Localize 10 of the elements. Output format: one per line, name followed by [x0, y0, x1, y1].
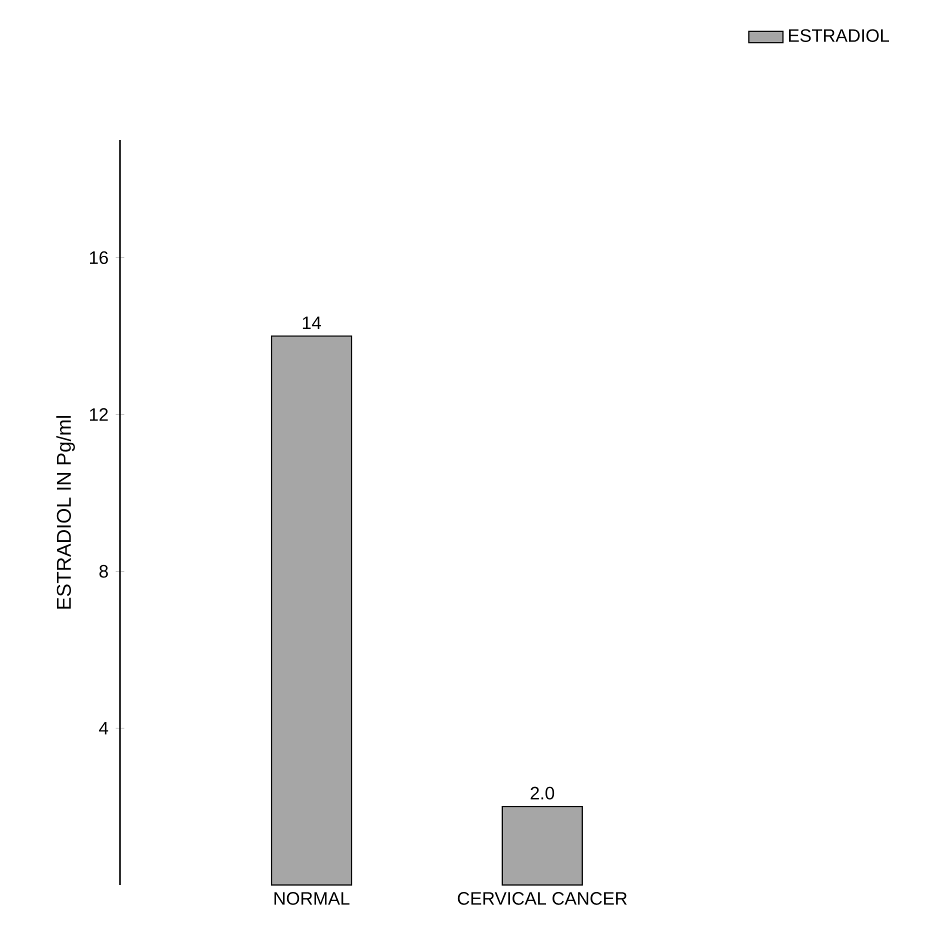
y-tick-label: 16: [90, 251, 108, 264]
text: 14: [302, 316, 322, 329]
x-tick-label: CERVICAL CANCER: [458, 892, 627, 905]
y-tick-label: 4: [99, 722, 108, 734]
text: 2.0: [530, 786, 554, 800]
x-tick-label: NORMAL: [274, 892, 350, 905]
y-tick-label: 12: [90, 408, 108, 421]
y-tick-label: 8: [99, 564, 108, 578]
legend-label: ESTRADIOL: [789, 29, 889, 42]
y-axis-title: ESTRADIOL IN Pg/ml: [56, 416, 75, 609]
